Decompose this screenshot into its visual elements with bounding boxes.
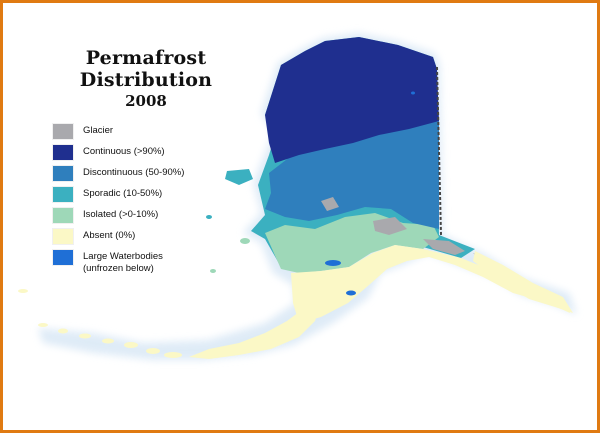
large-waterbodies [325, 91, 415, 296]
legend-swatch [53, 250, 73, 265]
legend-swatch [53, 166, 73, 181]
canada-border-line [436, 66, 442, 236]
legend-label: Continuous (>90%) [83, 146, 165, 157]
legend-item-isolated: Isolated (>0-10%) [53, 207, 184, 227]
legend-label: Absent (0%) [83, 230, 136, 241]
legend-label: Isolated (>0-10%) [83, 209, 159, 220]
legend-swatch [53, 124, 73, 139]
legend-label: Discontinuous (50-90%) [83, 167, 185, 178]
legend-label: Glacier [83, 125, 114, 136]
legend-item-glacier: Glacier [53, 123, 184, 143]
legend: Glacier Continuous (>90%) Discontinuous … [53, 123, 184, 282]
legend-label: Large Waterbodies (unfrozen below) [83, 251, 163, 274]
southeast-panhandle [473, 251, 573, 313]
zone-absent [291, 245, 570, 323]
alaska-peninsula [189, 303, 321, 359]
bering-islands [206, 169, 253, 273]
zone-discontinuous [265, 121, 439, 229]
aleutian-islands [18, 289, 182, 358]
zone-continuous [265, 37, 439, 163]
legend-label: Sporadic (10-50%) [83, 188, 163, 199]
map-title: Permafrost Distribution [79, 47, 213, 91]
legend-swatch [53, 229, 73, 244]
legend-item-discontinuous: Discontinuous (50-90%) [53, 165, 184, 185]
legend-item-continuous: Continuous (>90%) [53, 144, 184, 164]
kodiak-island [321, 283, 343, 307]
legend-item-large-waterbodies: Large Waterbodies (unfrozen below) [53, 249, 184, 281]
map-subtitle: 2008 [125, 92, 167, 110]
legend-swatch [53, 208, 73, 223]
legend-item-sporadic: Sporadic (10-50%) [53, 186, 184, 206]
alaska-map [18, 33, 577, 360]
title-block: Permafrost Distribution 2008 [21, 47, 271, 111]
legend-item-absent: Absent (0%) [53, 228, 184, 248]
legend-swatch [53, 145, 73, 160]
legend-swatch [53, 187, 73, 202]
